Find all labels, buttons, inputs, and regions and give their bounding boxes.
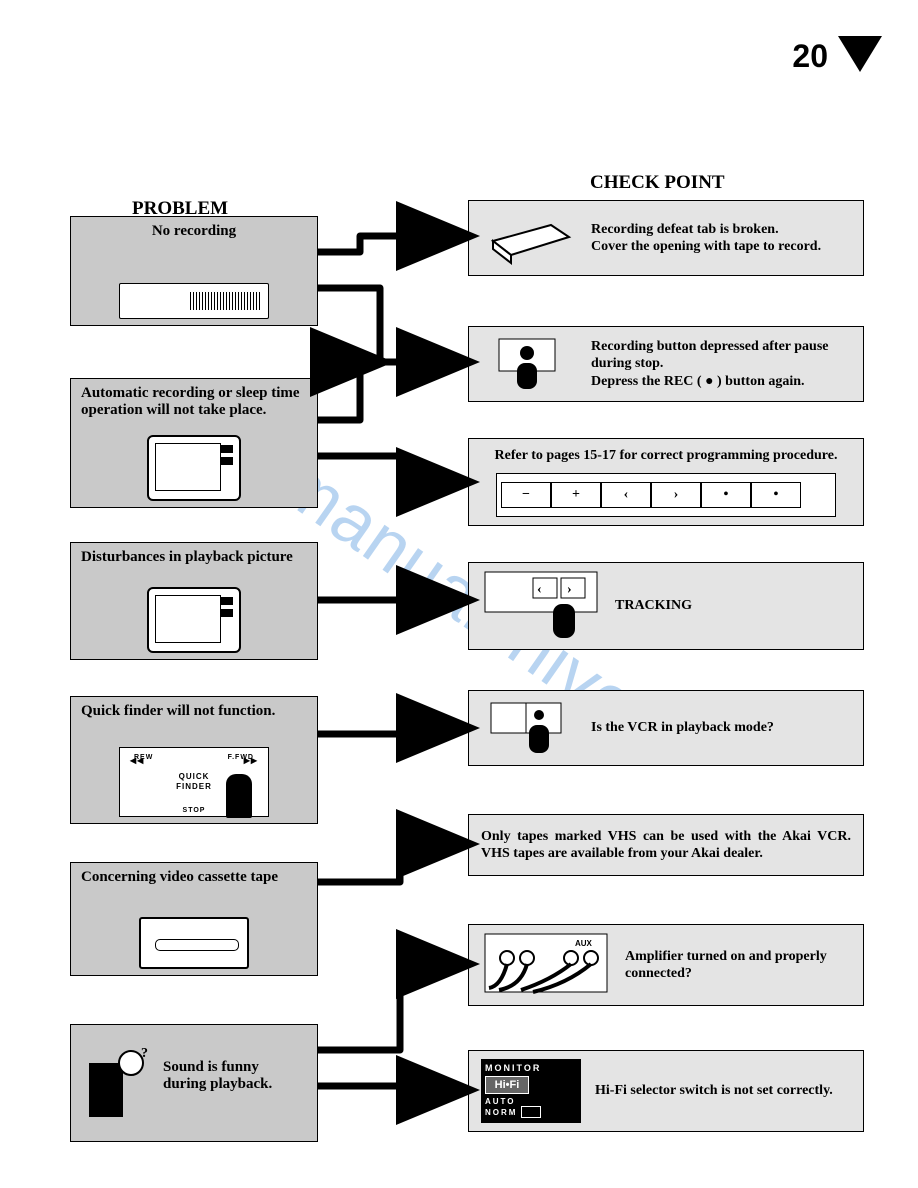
audio-cables-icon: AUX	[481, 930, 611, 1001]
speaker-person-icon: ?	[83, 1043, 153, 1132]
check-playback-mode: Is the VCR in playback mode?	[468, 690, 864, 766]
problem-disturbances: Disturbances in playback picture	[70, 542, 318, 660]
problem-auto-recording: Automatic recording or sleep time operat…	[70, 378, 318, 508]
cassette-tab-icon	[481, 207, 577, 270]
svg-text:›: ›	[567, 582, 572, 597]
check-text: Refer to pages 15-17 for correct program…	[481, 447, 851, 467]
hifi-switch-icon: MONITOR Hi•Fi AUTO NORM	[481, 1059, 581, 1123]
svg-text:?: ?	[141, 1046, 148, 1061]
problem-title: Concerning video cassette tape	[81, 869, 307, 886]
svg-text:‹: ‹	[537, 582, 542, 597]
label: F.FWD	[228, 754, 254, 761]
label: Hi•Fi	[485, 1076, 529, 1094]
heading-check-point: CHECK POINT	[590, 172, 725, 194]
programming-panel-icon: −+‹ ›••	[496, 473, 836, 517]
check-text: Recording button depressed after pause d…	[591, 338, 851, 391]
check-programming: Refer to pages 15-17 for correct program…	[468, 438, 864, 526]
quick-finder-icon: ◀◀ ▶▶ REW F.FWD QUICK FINDER STOP	[119, 747, 269, 817]
check-tracking: ‹ › TRACKING	[468, 562, 864, 650]
corner-triangle-icon	[838, 36, 882, 72]
check-text: Is the VCR in playback mode?	[591, 719, 851, 737]
finger-icon	[226, 774, 252, 818]
cassette-icon	[139, 917, 249, 969]
button-press-icon	[481, 333, 577, 396]
check-rec-button: Recording button depressed after pause d…	[468, 326, 864, 402]
problem-title: No recording	[81, 223, 307, 240]
tracking-press-icon: ‹ ›	[481, 568, 601, 645]
label: AUX	[575, 939, 593, 948]
problem-title: Sound is funny during playback.	[163, 1059, 303, 1094]
problem-title: Disturbances in playback picture	[81, 549, 307, 566]
check-vhs-only: Only tapes marked VHS can be used with t…	[468, 814, 864, 876]
problem-title: Automatic recording or sleep time operat…	[81, 385, 307, 420]
vcr-icon	[119, 283, 269, 319]
check-defeat-tab: Recording defeat tab is broken. Cover th…	[468, 200, 864, 276]
tv-icon	[147, 435, 241, 501]
label: NORM	[485, 1108, 517, 1117]
check-text: TRACKING	[615, 597, 851, 615]
check-text: Only tapes marked VHS can be used with t…	[481, 828, 851, 863]
check-amplifier: AUX Amplifier turned on and properly con…	[468, 924, 864, 1006]
check-text: Hi-Fi selector switch is not set correct…	[595, 1082, 851, 1100]
problem-sound-funny: Sound is funny during playback. ?	[70, 1024, 318, 1142]
check-text: Recording defeat tab is broken. Cover th…	[591, 221, 851, 256]
check-hifi: MONITOR Hi•Fi AUTO NORM Hi-Fi selector s…	[468, 1050, 864, 1132]
check-text: Amplifier turned on and properly connect…	[625, 948, 851, 983]
button-press-icon	[481, 697, 577, 760]
problem-no-recording: No recording	[70, 216, 318, 326]
label: MONITOR	[485, 1063, 577, 1073]
page-number: 20	[792, 38, 828, 75]
tv-icon	[147, 587, 241, 653]
problem-title: Quick finder will not function.	[81, 703, 307, 720]
label: REW	[134, 754, 153, 761]
problem-quick-finder: Quick finder will not function. ◀◀ ▶▶ RE…	[70, 696, 318, 824]
label: AUTO	[485, 1097, 577, 1106]
problem-concerning-tape: Concerning video cassette tape	[70, 862, 318, 976]
